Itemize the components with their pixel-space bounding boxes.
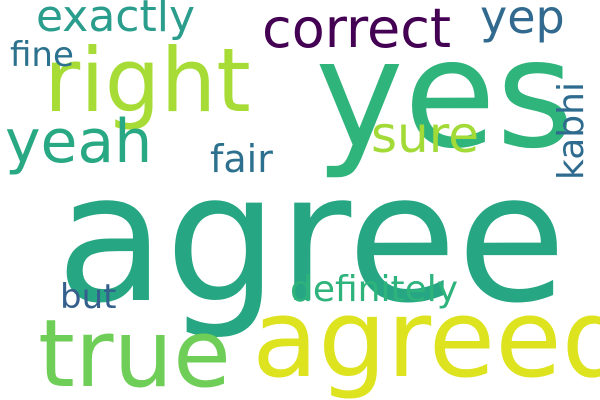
word-definitely: definitely — [290, 269, 459, 310]
word-fair: fair — [210, 137, 273, 181]
word-kabhi: kabhi — [551, 82, 592, 180]
word-right: right — [44, 29, 251, 132]
word-true: true — [38, 300, 231, 400]
word-yes: yes — [315, 8, 575, 182]
word-correct: correct — [262, 0, 452, 60]
word-sure: sure — [371, 106, 479, 164]
word-but: but — [60, 277, 117, 317]
word-agreed: agreed — [252, 277, 600, 400]
word-exactly: exactly — [36, 0, 196, 42]
word-yep: yep — [480, 0, 565, 44]
word-agree: agree — [56, 135, 567, 342]
word-fine: fine — [10, 35, 74, 75]
word-yeah: yeah — [5, 107, 153, 177]
